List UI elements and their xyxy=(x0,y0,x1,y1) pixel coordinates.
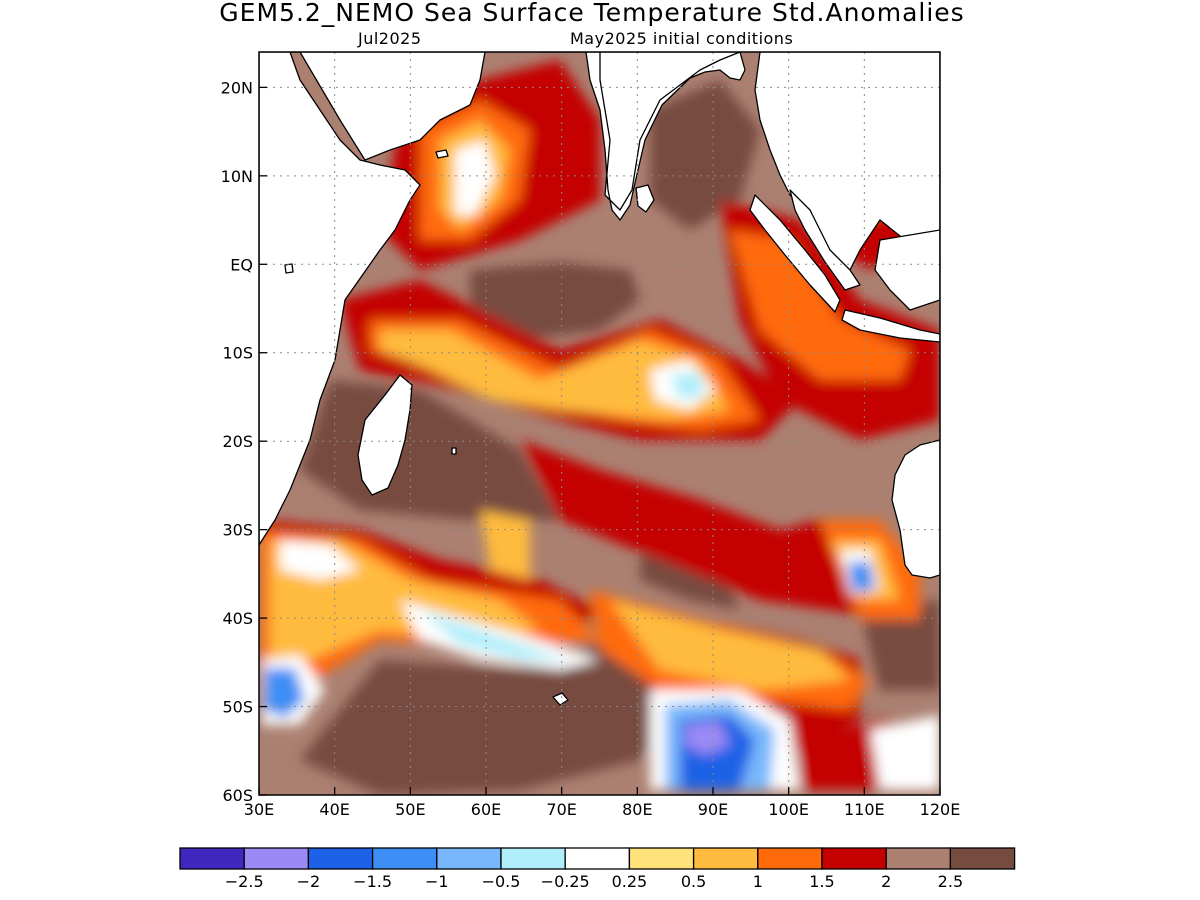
land-mauritius xyxy=(451,447,457,455)
colorbar-swatch xyxy=(564,847,631,870)
lon-tick-label: 120E xyxy=(920,800,961,819)
lon-tick-label: 110E xyxy=(844,800,885,819)
colorbar-swatch xyxy=(371,847,438,870)
lon-tick-label: 90E xyxy=(698,800,728,819)
colorbar-label: 0.5 xyxy=(681,872,706,891)
field-lavender-southeast xyxy=(685,722,730,755)
land-mask xyxy=(259,52,940,706)
lat-tick-label: 60S xyxy=(222,786,253,805)
field-dark-brown-south xyxy=(300,620,700,795)
lon-tick-label: 60E xyxy=(471,800,501,819)
colorbar-label: −2.5 xyxy=(225,872,264,891)
field-dark-brown-equatorial xyxy=(470,262,640,340)
lat-tick-label: EQ xyxy=(230,255,253,274)
field-dark-brown-bay xyxy=(650,80,760,230)
map-gridlines xyxy=(259,52,940,795)
field-yellow-central xyxy=(380,330,730,420)
field-yellow-southcentral xyxy=(610,600,850,690)
lat-tick-label: 20S xyxy=(222,432,253,451)
colorbar-label: −2 xyxy=(297,872,321,891)
land-malay-peninsula xyxy=(789,189,861,291)
field-blue-sw xyxy=(264,668,305,718)
colorbar-label: 1.5 xyxy=(809,872,834,891)
chart-title: GEM5.2_NEMO Sea Surface Temperature Std.… xyxy=(219,0,965,27)
land-seychelles xyxy=(284,263,294,274)
colorbar: −2.5 −2 −1.5 −1 −0.5 −0.25 0.25 0.5 1 1.5 2 2.5 xyxy=(179,847,1016,891)
colorbar-swatch xyxy=(500,847,566,870)
colorbar-label: 2 xyxy=(881,872,891,891)
colorbar-label: 0.25 xyxy=(612,872,648,891)
colorbar-swatch xyxy=(436,847,502,870)
land-india xyxy=(539,52,746,221)
colorbar-swatch xyxy=(179,847,245,870)
field-orange-east xyxy=(730,230,910,380)
colorbar-swatch xyxy=(628,847,695,870)
lon-tick-label: 40E xyxy=(319,800,349,819)
colorbar-label: −1.5 xyxy=(353,872,392,891)
land-africa-arabia xyxy=(259,52,486,546)
lon-tick-label: 50E xyxy=(395,800,425,819)
lat-tick-label: 40S xyxy=(222,609,253,628)
land-sumatra xyxy=(749,194,841,313)
lat-tick-label: 10N xyxy=(221,167,253,186)
field-white-arabian xyxy=(455,140,495,215)
land-australia xyxy=(891,439,940,579)
colorbar-swatch xyxy=(821,847,887,870)
colorbar-swatch xyxy=(949,847,1016,870)
colorbar-label: 2.5 xyxy=(938,872,963,891)
land-socotra xyxy=(435,149,449,159)
field-white-far-east xyxy=(870,715,940,790)
field-white-south-band xyxy=(400,600,600,670)
lon-tick-label: 70E xyxy=(546,800,576,819)
field-lightblue-central xyxy=(670,372,705,400)
land-madagascar xyxy=(357,374,413,496)
land-borneo-java xyxy=(841,229,940,343)
lat-tick-label: 50S xyxy=(222,698,253,717)
colorbar-label: −0.25 xyxy=(541,872,590,891)
colorbar-label: −0.5 xyxy=(482,872,521,891)
colorbar-swatch xyxy=(692,847,759,870)
field-blue-east-eddy xyxy=(848,562,875,592)
colorbar-label: −1 xyxy=(425,872,449,891)
lon-tick-label: 100E xyxy=(768,800,809,819)
field-white-southwest xyxy=(280,540,360,580)
lon-tick-label: 30E xyxy=(244,800,274,819)
colorbar-swatch xyxy=(885,847,952,870)
colorbar-label: 1 xyxy=(753,872,763,891)
land-srilanka xyxy=(635,184,655,213)
field-lightblue-south-band xyxy=(420,610,570,660)
initial-conditions-label: May2025 initial conditions xyxy=(570,29,794,48)
forecast-month-label: Jul2025 xyxy=(358,29,422,48)
lat-tick-label: 10S xyxy=(222,344,253,363)
lat-tick-label: 20N xyxy=(221,78,253,97)
longitude-axis: 30E 40E 50E 60E 70E 80E 90E 100E 110E 120E xyxy=(244,787,961,819)
map-frame xyxy=(258,51,941,796)
field-yellow-tropical-mid xyxy=(480,510,530,580)
colorbar-swatch xyxy=(307,847,374,870)
field-dark-brown-east xyxy=(860,600,940,690)
land-kerguelen xyxy=(552,692,569,706)
colorbar-swatch xyxy=(757,847,823,870)
field-red-south-tropics xyxy=(520,440,900,620)
lon-tick-label: 80E xyxy=(622,800,652,819)
lat-tick-label: 30S xyxy=(222,521,253,540)
latitude-axis: 20N 10N EQ 10S 20S 30S 40S 50S 60S xyxy=(221,78,267,805)
colorbar-swatch xyxy=(243,847,310,870)
